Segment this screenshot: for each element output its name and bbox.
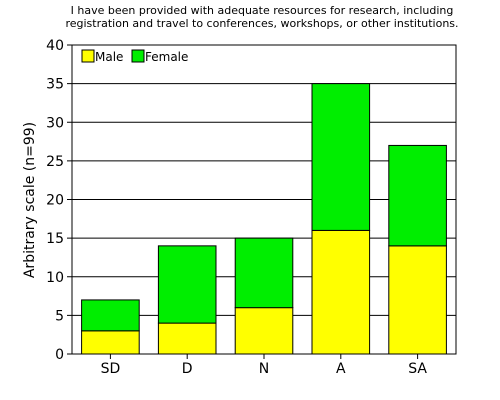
x-tick-label: SA	[408, 361, 427, 377]
bar-female-sd	[81, 299, 140, 332]
bar-female-a	[311, 83, 371, 231]
legend-label-male: Male	[95, 50, 123, 64]
chart-title-line-2: registration and travel to conferences, …	[65, 17, 458, 30]
x-tick-label: A	[336, 361, 346, 377]
y-tick-label: 0	[55, 347, 64, 363]
y-tick-label: 10	[46, 270, 64, 286]
y-axis-title: Arbitrary scale (n=99)	[22, 122, 38, 278]
bar-male-sa	[388, 245, 447, 355]
bar-male-a	[311, 229, 371, 355]
bar-female-sa	[388, 144, 447, 247]
x-tick-label: D	[182, 361, 193, 377]
x-tick-label: N	[259, 361, 269, 377]
legend: Male Female	[81, 49, 188, 64]
bar-male-sd	[81, 330, 140, 355]
y-tick-label: 30	[46, 115, 64, 131]
bars	[81, 83, 447, 355]
legend-swatch-female	[131, 49, 145, 63]
bar-female-d	[157, 245, 217, 324]
y-tick-label: 15	[46, 231, 64, 247]
bar-male-d	[157, 322, 217, 355]
bar-female-n	[234, 237, 294, 309]
legend-label-female: Female	[145, 50, 188, 64]
chart-title: I have been provided with adequate resou…	[65, 4, 458, 30]
y-tick-label: 25	[46, 154, 64, 170]
y-tick-label: 40	[46, 38, 64, 54]
x-axis: SD D N A SA	[101, 354, 427, 377]
x-tick-label: SD	[101, 361, 121, 377]
y-axis: 0 5 10 15 20 25 30 35 40	[46, 38, 72, 363]
bar-male-n	[234, 307, 294, 355]
y-tick-label: 20	[46, 193, 64, 209]
legend-swatch-male	[81, 49, 95, 63]
y-tick-label: 5	[55, 308, 64, 324]
chart-title-line-1: I have been provided with adequate resou…	[71, 4, 454, 17]
y-tick-label: 35	[46, 77, 64, 93]
